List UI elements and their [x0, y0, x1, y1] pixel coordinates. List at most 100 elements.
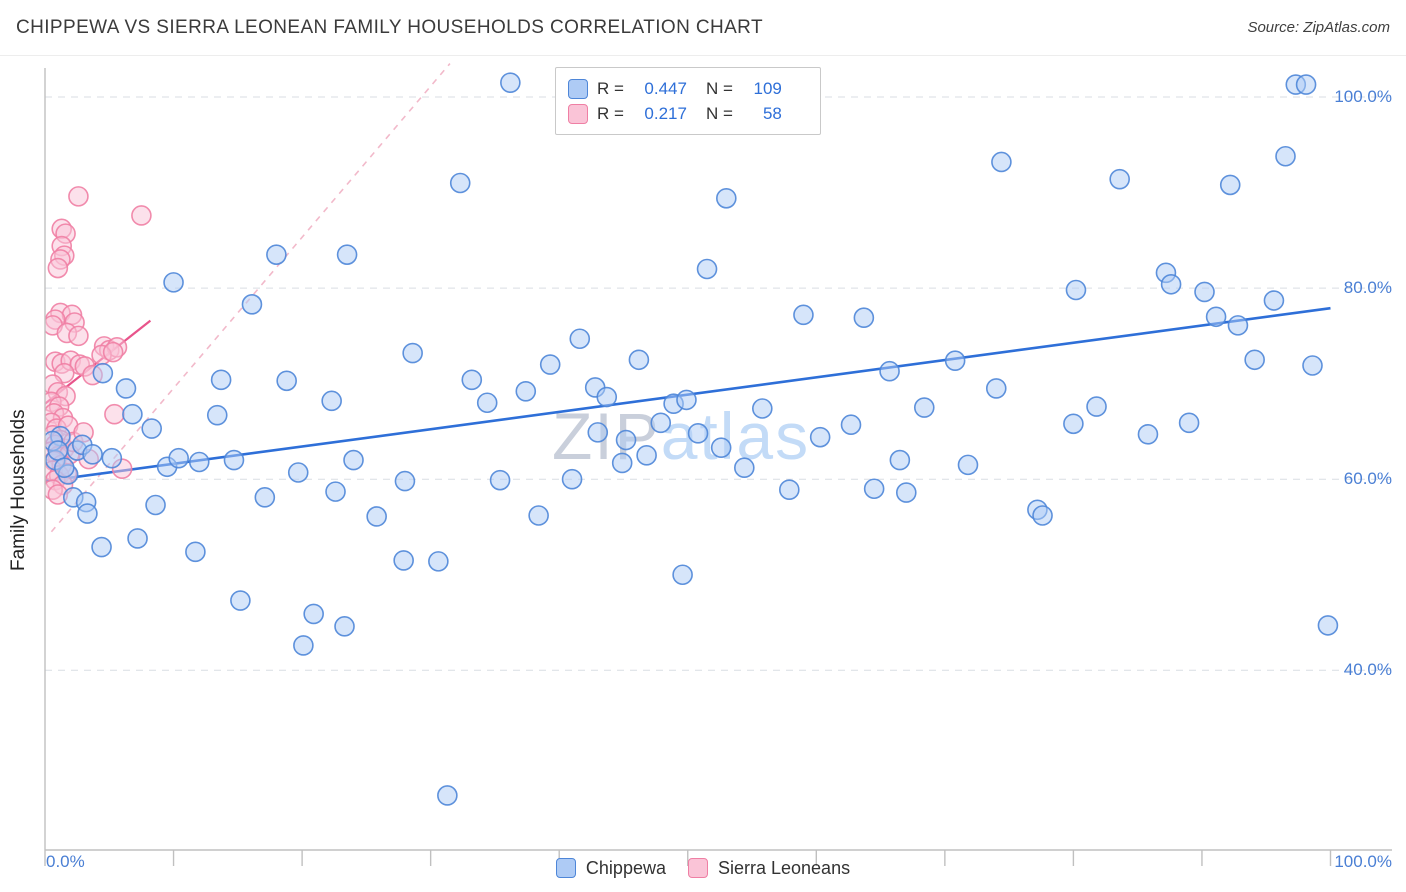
scatter-point-chippewa	[1063, 413, 1084, 435]
scatter-point-chippewa	[561, 468, 583, 490]
scatter-point-chippewa	[476, 392, 498, 414]
scatter-point-chippewa	[489, 469, 511, 491]
scatter-point-chippewa	[53, 457, 75, 479]
scatter-point-chippewa	[515, 380, 537, 402]
scatter-point-chippewa	[461, 369, 483, 391]
scatter-point-chippewa	[676, 389, 697, 411]
bottom-legend: Chippewa Sierra Leoneans	[0, 850, 1406, 886]
scatter-point-chippewa	[393, 550, 414, 571]
sierra-leoneans-swatch	[687, 858, 708, 878]
scatter-point-chippewa	[1219, 174, 1241, 196]
scatter-point-chippewa	[840, 414, 862, 436]
scatter-point-chippewa	[185, 541, 206, 563]
scatter-point-chippewa	[628, 349, 650, 371]
scatter-point-chippewa	[879, 360, 900, 382]
scatter-point-chippewa	[569, 328, 591, 350]
source-label: Source: ZipAtlas.com	[1247, 19, 1390, 36]
x-axis-min-label: 0.0%	[46, 852, 85, 871]
scatter-point-chippewa	[101, 447, 123, 469]
scatter-point-sierra-leoneans	[102, 341, 124, 363]
scatter-point-chippewa	[1109, 168, 1130, 190]
y-tick-label: 40.0%	[1343, 660, 1392, 680]
legend-item-chippewa: Chippewa	[555, 857, 666, 879]
scatter-point-chippewa	[334, 616, 355, 637]
scatter-point-chippewa	[611, 452, 633, 474]
scatter-point-chippewa	[895, 482, 917, 503]
scatter-point-sierra-leoneans	[104, 403, 125, 425]
legend-row-chippewa: R = 0.447 N = 109	[568, 76, 808, 101]
scatter-point-chippewa	[991, 151, 1012, 173]
legend-row-sierra-leoneans: R = 0.217 N = 58	[568, 101, 808, 126]
n-label: N =	[705, 103, 733, 123]
scatter-point-chippewa	[615, 429, 637, 451]
scatter-point-chippewa	[336, 244, 358, 265]
y-tick-label: 60.0%	[1343, 469, 1392, 489]
scatter-point-chippewa	[957, 454, 979, 476]
scatter-point-chippewa	[716, 187, 737, 209]
scatter-point-chippewa	[303, 603, 324, 625]
correlation-legend-box: R = 0.447 N = 109 R = 0.217 N = 58	[555, 67, 821, 135]
scatter-point-chippewa	[276, 370, 297, 392]
scatter-point-chippewa	[1032, 505, 1053, 526]
y-tick-label: 80.0%	[1343, 278, 1392, 298]
scatter-point-chippewa	[168, 447, 189, 469]
scatter-point-chippewa	[77, 503, 98, 524]
sierra-leoneans-swatch	[568, 103, 588, 124]
scatter-point-chippewa	[122, 403, 143, 425]
n-value-sierra-leoneans: 58	[762, 103, 782, 123]
r-label: R =	[597, 103, 624, 123]
scatter-point-chippewa	[428, 551, 449, 572]
scatter-point-chippewa	[752, 398, 773, 419]
chippewa-swatch	[555, 858, 576, 878]
scatter-point-chippewa	[1263, 290, 1285, 311]
scatter-point-chippewa	[449, 172, 471, 194]
scatter-point-chippewa	[115, 378, 137, 399]
scatter-point-chippewa	[863, 478, 885, 500]
scatter-point-chippewa	[141, 418, 162, 439]
scatter-point-chippewa	[1317, 615, 1339, 636]
scatter-point-chippewa	[223, 449, 245, 471]
scatter-point-chippewa	[366, 506, 387, 527]
x-axis-max-label: 100.0%	[1334, 852, 1392, 871]
scatter-point-chippewa	[1302, 355, 1323, 376]
scatter-point-chippewa	[500, 72, 521, 93]
scatter-point-chippewa	[1244, 349, 1265, 371]
scatter-point-chippewa	[985, 378, 1007, 399]
scatter-point-chippewa	[188, 451, 210, 473]
y-axis-label: Family Households	[8, 409, 29, 571]
header: CHIPPEWA VS SIERRA LEONEAN FAMILY HOUSEH…	[0, 0, 1406, 56]
scatter-point-chippewa	[47, 440, 69, 461]
legend-label-chippewa: Chippewa	[585, 857, 666, 878]
legend-item-sierra-leoneans: Sierra Leoneans	[687, 858, 850, 879]
scatter-point-sierra-leoneans	[68, 325, 89, 347]
r-value-chippewa: 0.447	[644, 78, 687, 98]
scatter-point-chippewa	[1194, 281, 1215, 303]
scatter-point-chippewa	[636, 445, 657, 466]
scatter-point-chippewa	[1178, 412, 1200, 434]
scatter-point-chippewa	[325, 481, 346, 502]
scatter-point-sierra-leoneans	[68, 186, 89, 207]
scatter-point-chippewa	[321, 390, 342, 412]
scatter-point-chippewa	[596, 386, 618, 408]
scatter-point-chippewa	[127, 528, 148, 549]
scatter-point-chippewa	[163, 272, 184, 293]
scatter-point-chippewa	[343, 449, 364, 471]
scatter-point-sierra-leoneans	[131, 205, 152, 226]
scatter-point-chippewa	[394, 470, 416, 492]
scatter-point-chippewa	[1086, 396, 1107, 417]
scatter-point-chippewa	[710, 437, 732, 458]
scatter-point-chippewa	[809, 426, 831, 448]
r-label: R =	[597, 78, 624, 98]
scatter-point-chippewa	[1065, 279, 1087, 301]
scatter-point-chippewa	[1160, 273, 1182, 295]
scatter-point-chippewa	[92, 362, 114, 384]
scatter-point-chippewa	[687, 423, 709, 444]
scatter-point-sierra-leoneans	[47, 257, 69, 279]
scatter-point-chippewa	[528, 505, 549, 526]
scatter-point-chippewa	[734, 457, 755, 479]
scatter-point-chippewa	[889, 449, 911, 471]
r-value-sierra-leoneans: 0.217	[644, 103, 687, 123]
scatter-point-chippewa	[437, 785, 458, 806]
scatter-point-chippewa	[779, 479, 800, 501]
